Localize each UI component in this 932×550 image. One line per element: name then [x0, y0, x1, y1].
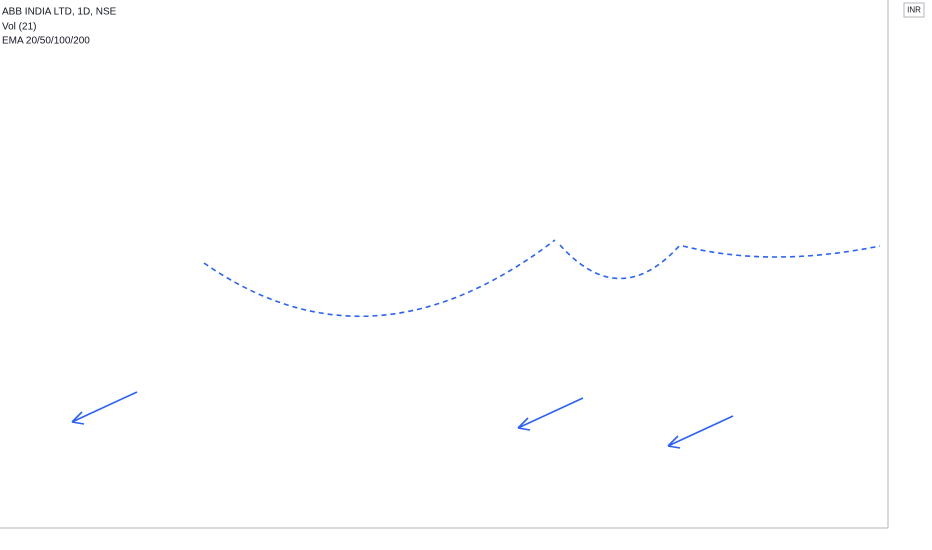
price-axis-bg [888, 0, 932, 550]
arrow [667, 415, 734, 449]
chart-title: ABB INDIA LTD, 1D, NSE [2, 7, 117, 18]
indicator-label: EMA 20/50/100/200 [2, 36, 90, 47]
arrow [517, 397, 584, 431]
handle-curve [559, 244, 681, 280]
arrow [71, 391, 138, 425]
drawings [71, 239, 881, 449]
indicator-label: Vol (21) [2, 22, 36, 33]
currency: INR [907, 6, 921, 15]
trend-curve [682, 245, 881, 258]
cup-curve [203, 239, 556, 317]
currency-box [903, 2, 925, 18]
